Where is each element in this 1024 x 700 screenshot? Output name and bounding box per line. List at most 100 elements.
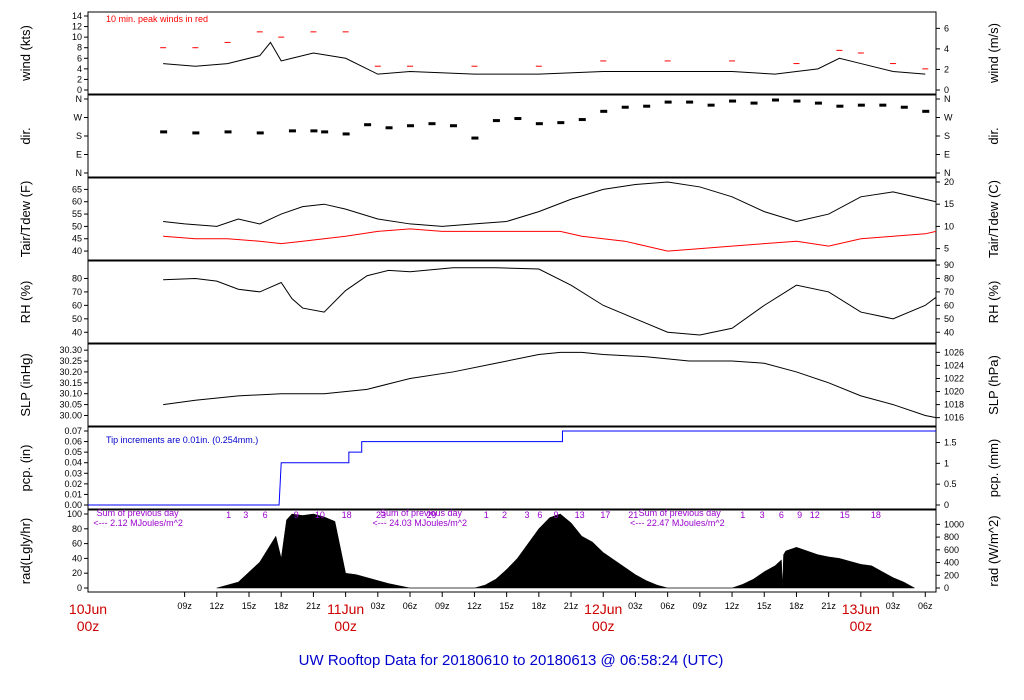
x-tick-label: 12z — [210, 601, 225, 611]
dir-mark — [428, 122, 436, 126]
y-tick-label: S — [76, 131, 82, 141]
y-tick-label: 30.00 — [59, 410, 82, 420]
radiation-hour-label: 12 — [810, 510, 820, 520]
y-tick-label: 50 — [72, 221, 82, 231]
radiation-hour-label: 3 — [525, 510, 530, 520]
panel-frame — [87, 260, 937, 344]
panel-frame — [87, 343, 937, 427]
x-tick-label: 18z — [532, 601, 547, 611]
y-axis-label: wind (kts) — [18, 25, 33, 82]
dir-mark — [449, 124, 457, 128]
y2-tick-label: 1018 — [944, 400, 964, 410]
radiation-hour-label: 9 — [554, 510, 559, 520]
dir-mark — [342, 132, 350, 136]
dir-mark — [224, 130, 232, 134]
y-tick-label: 30.25 — [59, 356, 82, 366]
panel-pcp: 0.000.010.020.030.040.050.060.07 0 0.5 1 1.5… — [18, 426, 1001, 510]
y-axis-label: RH (%) — [18, 281, 33, 324]
radiation-hour-label: 17 — [600, 510, 610, 520]
x-tick-label: 03z — [628, 601, 643, 611]
y-tick-label: 60 — [72, 197, 82, 207]
y2-tick-label: 1016 — [944, 413, 964, 423]
y2-tick-label: 15 — [944, 199, 954, 209]
y2-tick-label: 90 — [944, 260, 954, 270]
x-tick-label: 09z — [435, 601, 450, 611]
y2-tick-label: 1024 — [944, 360, 964, 370]
y-tick-label: 0.07 — [64, 426, 82, 436]
y-tick-label: N — [76, 94, 83, 104]
dir-mark — [771, 98, 779, 102]
radiation-sum-annotation: <--- 24.03 MJoules/m^2 — [372, 518, 467, 528]
y-tick-label: W — [74, 113, 83, 123]
y-tick-label: 6 — [77, 53, 82, 63]
y-tick-label: 0 — [77, 583, 82, 593]
y-tick-label: 30.10 — [59, 389, 82, 399]
y-tick-label: 50 — [72, 314, 82, 324]
dir-mark — [707, 103, 715, 107]
dir-mark — [407, 124, 415, 128]
dir-mark — [922, 109, 930, 113]
series-pcp — [88, 430, 936, 506]
radiation-sum-annotation: <--- 2.12 MJoules/m^2 — [93, 518, 183, 528]
x-day-hour-label: 00z — [334, 618, 357, 634]
y-tick-label: 10 — [72, 32, 82, 42]
y-tick-label: 30.20 — [59, 367, 82, 377]
x-day-hour-label: 00z — [850, 618, 873, 634]
panel-frame — [87, 509, 937, 593]
y2-axis-label: rad (W/m^2) — [986, 515, 1001, 586]
panel-annotation: Tip increments are 0.01in. (0.254mm.) — [106, 435, 258, 445]
x-tick-label: 09z — [693, 601, 708, 611]
y-tick-label: 4 — [77, 64, 82, 74]
y-tick-label: 40 — [72, 327, 82, 337]
y-axis-label: Tair/Tdew (F) — [18, 181, 33, 258]
y2-tick-label: 1020 — [944, 387, 964, 397]
dir-mark — [288, 129, 296, 133]
y2-tick-label: N — [944, 168, 951, 178]
dir-mark — [535, 122, 543, 126]
dir-mark — [600, 109, 608, 113]
x-day-hour-label: 00z — [77, 618, 100, 634]
radiation-hour-label: 1 — [226, 510, 231, 520]
radiation-hour-label: 1 — [740, 510, 745, 520]
x-tick-label: 15z — [242, 601, 257, 611]
y-tick-label: N — [76, 168, 83, 178]
y2-axis-label: dir. — [986, 127, 1001, 144]
y2-tick-label: N — [944, 94, 951, 104]
radiation-sum-annotation: Sum of previous day — [380, 508, 463, 518]
y2-tick-label: 1000 — [944, 519, 964, 529]
panel-annotation: 10 min. peak winds in red — [106, 14, 208, 24]
y-tick-label: 0 — [77, 85, 82, 95]
radiation-sum-annotation: Sum of previous day — [639, 508, 722, 518]
y2-tick-label: 2 — [944, 64, 949, 74]
x-tick-label: 06z — [918, 601, 933, 611]
dir-mark — [321, 130, 329, 134]
y2-tick-label: 0.5 — [944, 479, 957, 489]
y2-tick-label: W — [944, 113, 953, 123]
y2-tick-label: 40 — [944, 327, 954, 337]
y-axis-label: pcp. (in) — [18, 445, 33, 492]
y-tick-label: 80 — [72, 524, 82, 534]
y-tick-label: 14 — [72, 11, 82, 21]
dir-mark — [686, 100, 694, 104]
radiation-hour-label: 13 — [575, 510, 585, 520]
dir-mark — [857, 103, 865, 107]
y2-tick-label: 60 — [944, 300, 954, 310]
x-tick-label: 21z — [306, 601, 321, 611]
radiation-hour-label: 29 — [426, 510, 436, 520]
dir-mark — [729, 99, 737, 103]
y-axis-label: rad(Lgly/hr) — [18, 518, 33, 584]
radiation-hour-label: 3 — [760, 510, 765, 520]
y2-tick-label: 20 — [944, 177, 954, 187]
y2-tick-label: 0 — [944, 500, 949, 510]
x-day-label: 11Jun — [327, 601, 364, 617]
y2-tick-label: 5 — [944, 244, 949, 254]
x-tick-label: 12z — [467, 601, 482, 611]
x-tick-label: 15z — [499, 601, 514, 611]
y2-axis-label: SLP (hPa) — [986, 355, 1001, 415]
x-tick-label: 03z — [886, 601, 901, 611]
figure-title: UW Rooftop Data for 20180610 to 20180613… — [299, 652, 724, 669]
panel-temp: 40 45 50 55 60 65 5 10 15 20 Tair/Tdew (F) Tair/Tde… — [18, 177, 1001, 261]
x-tick-label: 09z — [177, 601, 192, 611]
y-axis-label: SLP (inHg) — [18, 353, 33, 416]
